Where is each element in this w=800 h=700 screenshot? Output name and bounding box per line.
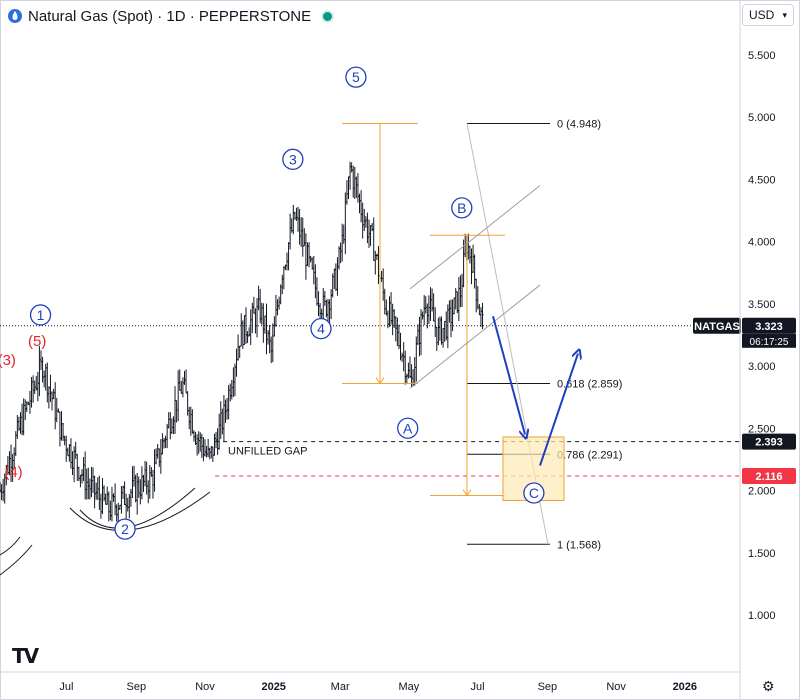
x-tick-label: 2026 — [673, 681, 697, 693]
x-tick-label: May — [398, 681, 419, 693]
market-status-dot — [323, 11, 333, 21]
natural-gas-drop-icon — [8, 9, 22, 23]
currency-value: USD — [749, 8, 775, 22]
wave-circle — [397, 417, 419, 439]
tradingview-logo[interactable]: 𝗧𝗩 — [12, 644, 39, 668]
wave-label-blue: 2 — [121, 521, 129, 537]
y-tick-label: 1.500 — [748, 548, 776, 560]
symbol-badge: NATGAS — [694, 321, 740, 333]
support-arc-left — [0, 544, 33, 576]
y-tick-label: 2.500 — [748, 423, 776, 435]
wave-label-blue: 1 — [37, 307, 45, 323]
wave-circle — [451, 197, 473, 219]
y-tick-label: 3.000 — [748, 361, 776, 373]
wave-circle — [310, 317, 332, 340]
wave-circle — [29, 304, 52, 326]
price-level-badge: 2.393 — [755, 437, 783, 449]
y-tick-label: 5.000 — [748, 112, 776, 124]
gear-icon[interactable]: ⚙ — [762, 678, 775, 694]
projection-up-arrow — [539, 354, 578, 466]
fib-label: 0.618 (2.859) — [557, 379, 622, 391]
wave-label-red: (3) — [0, 352, 16, 369]
wave-label-blue: 3 — [289, 151, 297, 167]
channel-lower-line — [409, 284, 541, 389]
price-level-badge-bg — [742, 468, 796, 485]
x-tick-label: Sep — [126, 681, 146, 693]
y-tick-label: 3.500 — [748, 299, 776, 311]
fib-label: 0 (4.948) — [557, 118, 601, 130]
last-price-badge: 3.323 — [755, 321, 783, 333]
wave-circle — [523, 482, 545, 504]
projection-down-arrow — [492, 315, 525, 434]
wave-label-blue: 5 — [352, 69, 360, 85]
y-tick-label: 2.000 — [748, 486, 776, 498]
x-tick-label: Nov — [195, 681, 215, 693]
wave-label-red: (5) — [28, 333, 46, 350]
wave-label-blue: 4 — [317, 321, 325, 337]
countdown-label: 06:17:25 — [750, 337, 789, 348]
measure-arrowhead — [375, 377, 385, 385]
wave-circle — [282, 148, 304, 170]
price-level-badge-bg — [742, 433, 796, 450]
y-tick-label: 4.000 — [748, 237, 776, 249]
gap-label: UNFILLED GAP — [228, 446, 307, 458]
measure2-arrowhead — [462, 489, 472, 497]
wave-circle — [345, 66, 367, 88]
x-tick-label: Jul — [59, 681, 73, 693]
chart-header: Natural Gas (Spot) · 1D · PEPPERSTONE — [8, 6, 333, 26]
wave-label-red: (4) — [4, 464, 22, 481]
last-price-badge-bg — [742, 317, 796, 334]
y-tick-label: 4.500 — [748, 174, 776, 186]
chevron-down-icon: ▾ — [782, 9, 787, 20]
currency-select[interactable]: USD ▾ — [742, 4, 794, 26]
support-arc-left-2 — [0, 536, 21, 556]
countdown-bg — [742, 333, 796, 348]
x-tick-label: 2025 — [261, 681, 285, 693]
y-tick-label: 5.500 — [748, 50, 776, 62]
x-tick-label: Jul — [471, 681, 485, 693]
fib-label: 1 (1.568) — [557, 539, 601, 551]
x-tick-label: Sep — [538, 681, 558, 693]
channel-upper-line — [409, 185, 541, 290]
wave-label-blue: B — [457, 200, 466, 216]
symbol-badge-bg — [693, 317, 741, 334]
x-tick-label: Mar — [331, 681, 350, 693]
y-tick-label: 1.000 — [748, 610, 776, 622]
symbol-title[interactable]: Natural Gas (Spot) · 1D · PEPPERSTONE — [28, 7, 312, 25]
wave-label-blue: A — [403, 420, 413, 436]
x-tick-label: Nov — [606, 681, 626, 693]
fib-label: 0.786 (2.291) — [557, 449, 622, 461]
wave-label-blue: C — [529, 485, 539, 501]
price-level-badge: 2.116 — [756, 471, 783, 483]
wave-circle — [114, 518, 136, 540]
